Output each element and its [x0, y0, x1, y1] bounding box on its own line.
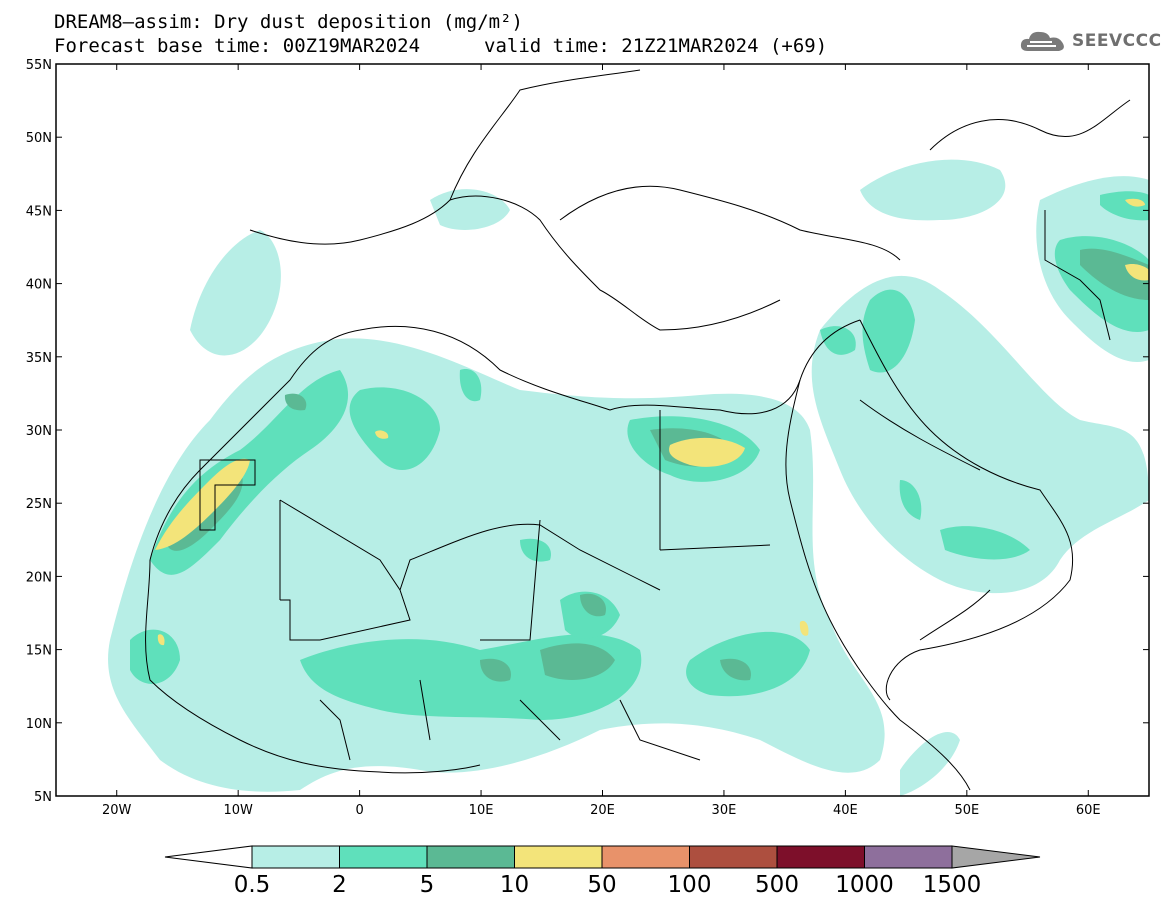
cloud-icon	[1020, 31, 1064, 51]
base-time: Forecast base time: 00Z19MAR2024	[54, 35, 421, 57]
map-title: DREAM8–assim: Dry dust deposition (mg/m²…	[54, 11, 523, 33]
latitude-labels: 55N 50N 45N 40N 35N 30N 25N 20N 15N 10N 5N	[26, 58, 52, 805]
lat-label: 50N	[26, 131, 52, 146]
lon-label: 30E	[712, 803, 737, 818]
lon-label: 40E	[833, 803, 858, 818]
lon-label: 20W	[102, 803, 132, 818]
colorbar-level-label: 500	[755, 872, 799, 898]
colorbar-level-label: 1500	[923, 872, 982, 898]
lat-label: 25N	[26, 497, 52, 512]
colorbar-level-label: 10	[500, 872, 529, 898]
coastlines-and-borders	[145, 69, 1131, 791]
lon-label: 50E	[954, 803, 979, 818]
lat-label: 30N	[26, 424, 52, 439]
colorbar-level-label: 1000	[835, 872, 894, 898]
lat-label: 5N	[34, 790, 52, 805]
colorbar-box	[339, 845, 428, 869]
colorbar-level-label: 100	[668, 872, 712, 898]
lat-label: 20N	[26, 570, 52, 585]
lon-label: 60E	[1076, 803, 1101, 818]
colorbar-box	[601, 845, 690, 869]
colorbar-box	[689, 845, 778, 869]
colorbar-box	[251, 845, 340, 869]
lat-label: 40N	[26, 278, 52, 293]
lon-label: 10W	[223, 803, 253, 818]
axis-ticks	[56, 63, 1149, 797]
colorbar-box	[514, 845, 603, 869]
colorbar-level-label: 50	[587, 872, 616, 898]
colorbar-level-label: 0.5	[234, 872, 271, 898]
deposition-field	[108, 159, 1149, 796]
forecast-time-line: Forecast base time: 00Z19MAR2024 valid ti…	[54, 35, 827, 57]
lat-label: 35N	[26, 351, 52, 366]
lon-label: 10E	[469, 803, 494, 818]
lat-label: 45N	[26, 204, 52, 219]
valid-time: valid time: 21Z21MAR2024 (+69)	[484, 35, 828, 57]
colorbar-level-label: 2	[332, 872, 347, 898]
colorbar-lower-arrow	[164, 845, 253, 869]
colorbar-upper-arrow	[951, 845, 1041, 869]
colorbar: 0.5 2 5 10 50 100 500 1000 1500	[164, 845, 1041, 898]
colorbar-box	[776, 845, 865, 869]
seevccc-logo: SEEVCCC	[1018, 26, 1162, 56]
colorbar-level-label: 5	[420, 872, 435, 898]
lat-label: 55N	[26, 58, 52, 73]
level-10-region	[155, 198, 1149, 646]
lon-label: 0	[355, 803, 363, 818]
lat-label: 15N	[26, 644, 52, 659]
colorbar-box	[864, 845, 953, 869]
logo-text: SEEVCCC	[1072, 31, 1162, 51]
lat-label: 10N	[26, 717, 52, 732]
lon-label: 20E	[590, 803, 615, 818]
colorbar-box	[426, 845, 515, 869]
longitude-labels: 20W 10W 0 10E 20E 30E 40E 50E 60E	[102, 803, 1101, 818]
